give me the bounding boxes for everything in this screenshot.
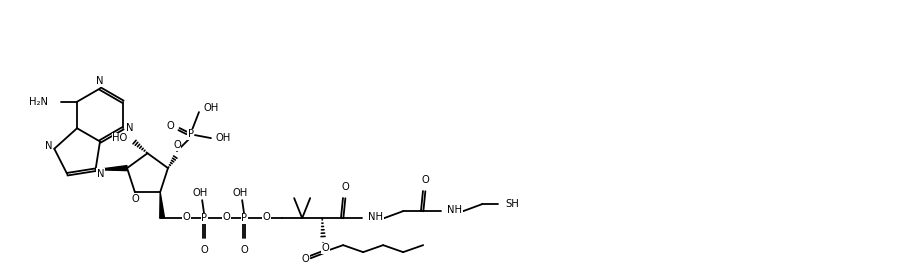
Text: N: N <box>96 76 104 86</box>
Text: SH: SH <box>505 199 519 209</box>
Text: NH: NH <box>368 212 383 222</box>
Text: OH: OH <box>204 103 220 113</box>
Polygon shape <box>160 192 165 218</box>
Text: O: O <box>131 194 139 204</box>
Text: O: O <box>222 212 230 222</box>
Polygon shape <box>95 166 127 171</box>
Text: N: N <box>44 141 52 151</box>
Text: H₂N: H₂N <box>29 97 48 107</box>
Text: OH: OH <box>193 188 208 198</box>
Text: NH: NH <box>447 205 463 215</box>
Text: O: O <box>302 254 309 264</box>
Text: O: O <box>341 182 349 192</box>
Text: HO: HO <box>112 133 128 143</box>
Text: O: O <box>262 212 270 222</box>
Text: O: O <box>201 245 208 255</box>
Text: O: O <box>421 175 429 185</box>
Text: P: P <box>241 213 248 223</box>
Text: O: O <box>173 140 181 150</box>
Text: OH: OH <box>216 133 231 143</box>
Text: N: N <box>97 169 104 179</box>
Text: N: N <box>126 123 134 133</box>
Text: O: O <box>240 245 248 255</box>
Text: OH: OH <box>232 188 248 198</box>
Text: O: O <box>166 121 174 131</box>
Text: P: P <box>202 213 207 223</box>
Text: O: O <box>321 243 329 253</box>
Text: P: P <box>188 129 194 139</box>
Text: O: O <box>183 212 190 222</box>
